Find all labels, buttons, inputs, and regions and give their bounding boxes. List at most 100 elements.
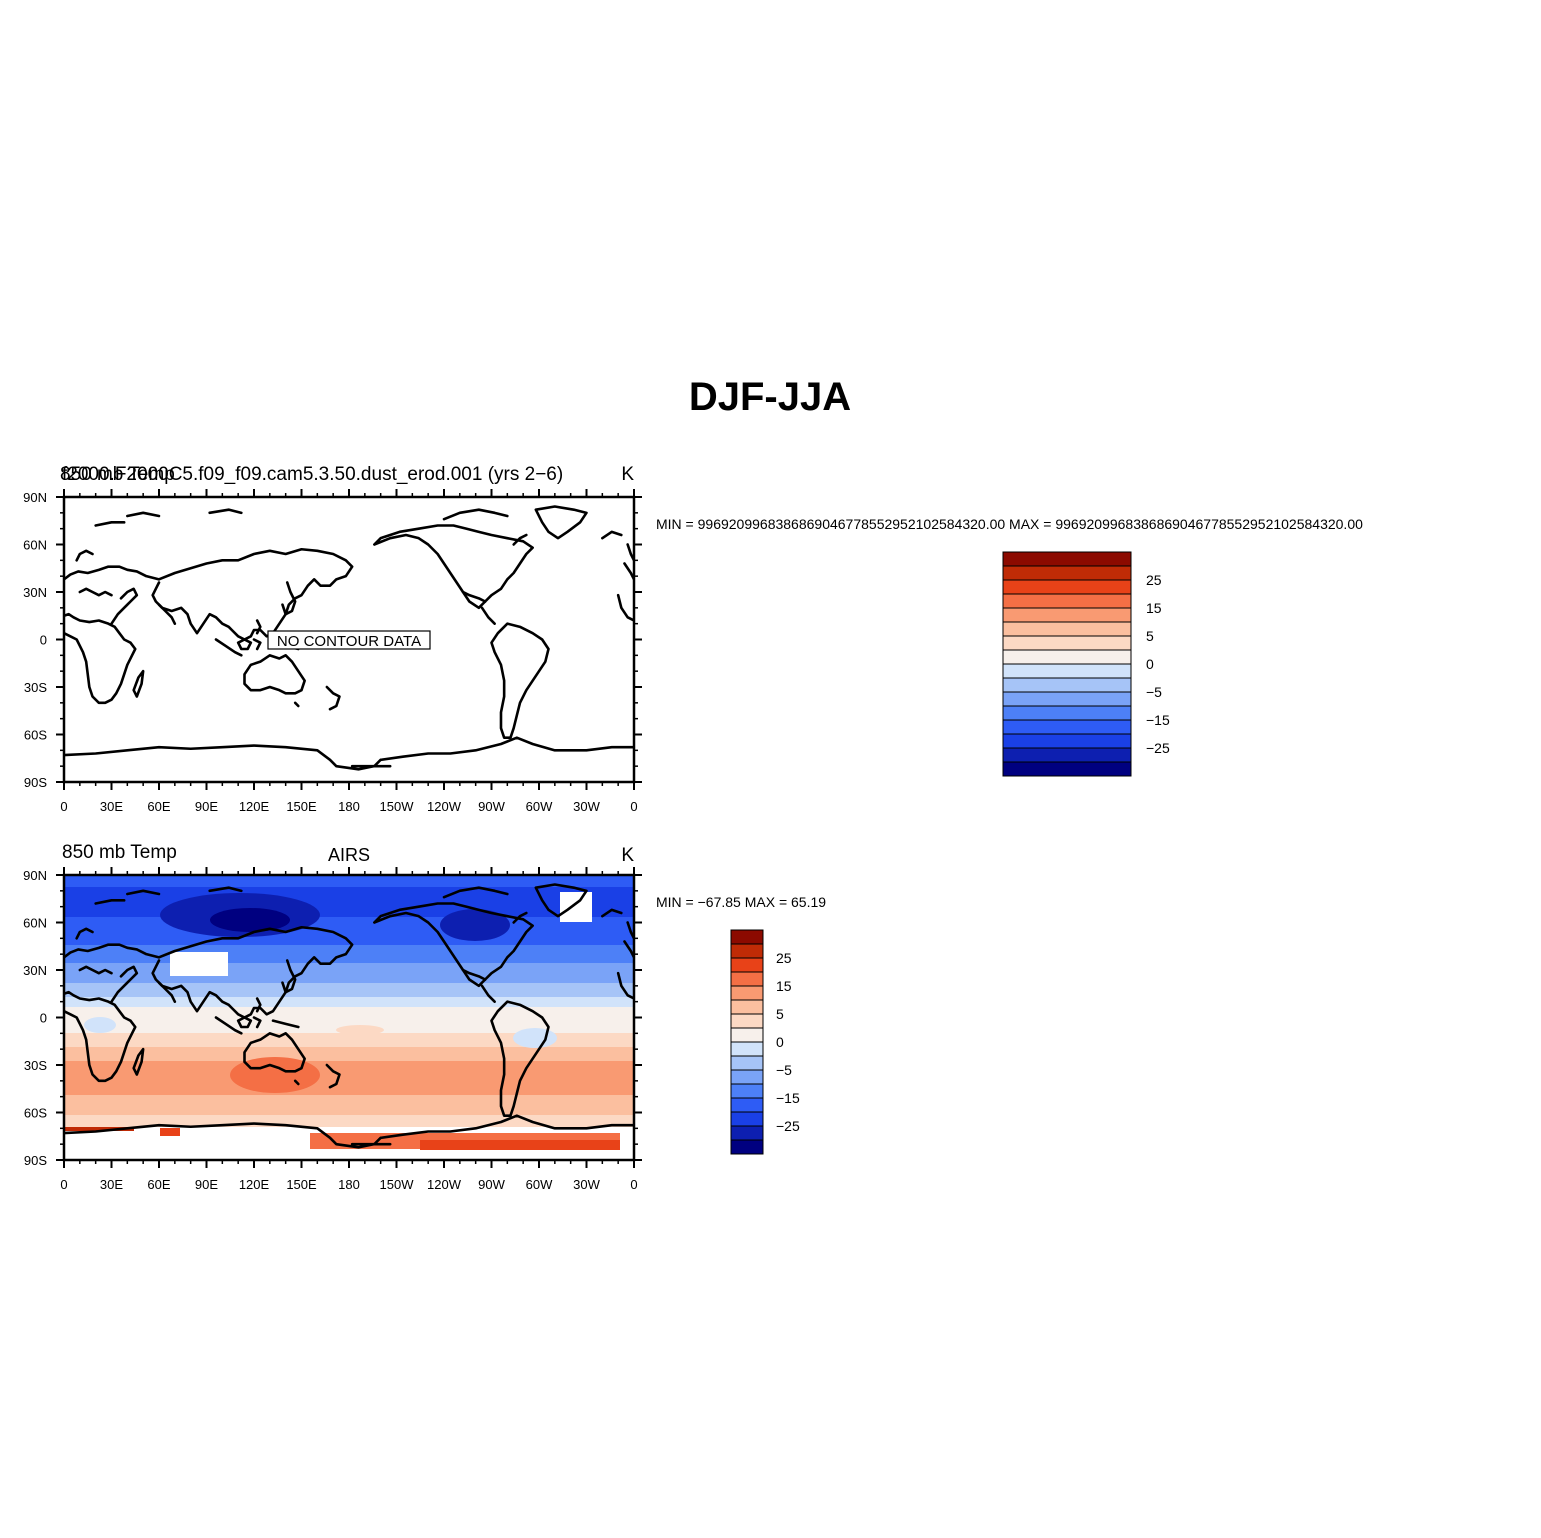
lon-tick-label: 60E (147, 1177, 170, 1192)
lat-tick-label: 90S (24, 775, 47, 790)
lat-tick-label: 30S (24, 1058, 47, 1073)
colorbar-label: 0 (1146, 656, 1154, 672)
panel-2-stats: MIN = −67.85 MAX = 65.19 (656, 894, 826, 910)
panel-1-overlay-title: f2000.F2000C5.f09_f09.cam5.3.50.dust_ero… (62, 464, 563, 485)
lat-tick-label: 0 (40, 633, 47, 648)
colorbar-swatch (730, 1069, 764, 1085)
lon-tick-label: 90W (478, 799, 505, 814)
colorbar-label: 0 (776, 1034, 784, 1050)
panel-1-colorbar: 25 15 5 0 −5 −15 −25 (1002, 551, 1170, 777)
colorbar-swatch (730, 1097, 764, 1113)
colorbar-label: 25 (776, 950, 792, 966)
lon-tick-label: 30W (573, 799, 600, 814)
lat-tick-label: 90S (24, 1153, 47, 1168)
panel-1-axes: 0 30E 60E 90E 120E 150E 180 150W 120W 90W 60W 30W 09… (23, 489, 642, 814)
lon-tick-label: 0 (60, 1177, 67, 1192)
lon-tick-label: 0 (630, 799, 637, 814)
lat-tick-label: 60N (23, 538, 47, 553)
colorbar-swatch (1002, 747, 1132, 763)
lon-tick-label: 30W (573, 1177, 600, 1192)
colorbar-label: −5 (776, 1062, 792, 1078)
colorbar-swatch (1002, 607, 1132, 623)
panel-model: 850 mb Temp f2000.F2000C5.f09_f09.cam5.3… (23, 464, 1363, 814)
colorbar-swatch (730, 943, 764, 959)
colorbar-label: −15 (776, 1090, 800, 1106)
lat-tick-label: 60N (23, 916, 47, 931)
lat-tick-label: 90N (23, 868, 47, 883)
lat-tick-label: 0 (40, 1011, 47, 1026)
colorbar-swatch (730, 1027, 764, 1043)
colorbar-swatch (1002, 691, 1132, 707)
colorbar-label: 25 (1146, 572, 1162, 588)
panel-2-contour-fill (64, 875, 634, 1160)
lon-tick-label: 0 (630, 1177, 637, 1192)
lat-tick-label: 30N (23, 585, 47, 600)
lon-tick-label: 150W (380, 799, 415, 814)
lon-tick-label: 0 (60, 799, 67, 814)
lon-tick-label: 30E (100, 1177, 123, 1192)
colorbar-swatch (1002, 663, 1132, 679)
colorbar-swatch (1002, 635, 1132, 651)
panel-1-no-data-box: NO CONTOUR DATA (267, 630, 431, 650)
colorbar-label: −15 (1146, 712, 1170, 728)
lat-tick-label: 30N (23, 963, 47, 978)
lon-tick-label: 120E (239, 799, 270, 814)
lon-tick-label: 180 (338, 799, 360, 814)
lon-tick-label: 120E (239, 1177, 270, 1192)
colorbar-swatch (1002, 719, 1132, 735)
lon-tick-label: 60W (526, 1177, 553, 1192)
colorbar-swatch (1002, 761, 1132, 777)
lon-tick-label: 60E (147, 799, 170, 814)
colorbar-label: 15 (776, 978, 792, 994)
colorbar-swatch (1002, 705, 1132, 721)
lon-tick-label: 30E (100, 799, 123, 814)
panel-1-left-title: 850 mb Temp (60, 464, 175, 485)
colorbar-swatch (730, 929, 764, 945)
colorbar-swatch (730, 985, 764, 1001)
panel-2-right-title: K (621, 845, 634, 866)
panel-1-no-data-label: NO CONTOUR DATA (277, 633, 421, 650)
lat-tick-label: 60S (24, 728, 47, 743)
colorbar-swatch (1002, 593, 1132, 609)
lon-tick-label: 150E (286, 1177, 317, 1192)
panel-2-colorbar: 25 15 5 0 −5 −15 −25 (730, 929, 800, 1155)
colorbar-label: −25 (1146, 740, 1170, 756)
lon-tick-label: 150W (380, 1177, 415, 1192)
colorbar-swatch (730, 1041, 764, 1057)
panel-2-axes: 0 30E 60E 90E 120E 150E 180 150W 120W 90W 60W 30W 09… (23, 867, 642, 1192)
colorbar-swatch (730, 1055, 764, 1071)
lon-tick-label: 120W (427, 1177, 462, 1192)
panel-1-stats: MIN = 9969209968386869046778552952102584… (656, 516, 1363, 532)
colorbar-swatch (730, 971, 764, 987)
colorbar-swatch (1002, 579, 1132, 595)
lat-tick-label: 30S (24, 680, 47, 695)
colorbar-swatch (1002, 551, 1132, 567)
colorbar-swatch (730, 957, 764, 973)
colorbar-swatch (1002, 649, 1132, 665)
lat-tick-label: 60S (24, 1106, 47, 1121)
lon-tick-label: 180 (338, 1177, 360, 1192)
colorbar-label: −25 (776, 1118, 800, 1134)
colorbar-label: 15 (1146, 600, 1162, 616)
panel-airs: 850 mb Temp AIRS K (23, 842, 826, 1192)
colorbar-swatch (1002, 621, 1132, 637)
colorbar-swatch (1002, 733, 1132, 749)
lat-tick-label: 90N (23, 490, 47, 505)
colorbar-swatch (730, 999, 764, 1015)
panel-2-center-title: AIRS (328, 845, 370, 865)
lon-tick-label: 150E (286, 799, 317, 814)
lon-tick-label: 60W (526, 799, 553, 814)
colorbar-swatch (730, 1013, 764, 1029)
lon-tick-label: 90E (195, 799, 218, 814)
panel-1-right-title: K (621, 464, 634, 485)
colorbar-swatch (730, 1125, 764, 1141)
lon-tick-label: 90E (195, 1177, 218, 1192)
colorbar-swatch (1002, 565, 1132, 581)
colorbar-label: 5 (1146, 628, 1154, 644)
colorbar-label: 5 (776, 1006, 784, 1022)
colorbar-swatch (730, 1139, 764, 1155)
main-title: DJF-JJA (689, 375, 851, 419)
colorbar-swatch (730, 1111, 764, 1127)
colorbar-swatch (730, 1083, 764, 1099)
